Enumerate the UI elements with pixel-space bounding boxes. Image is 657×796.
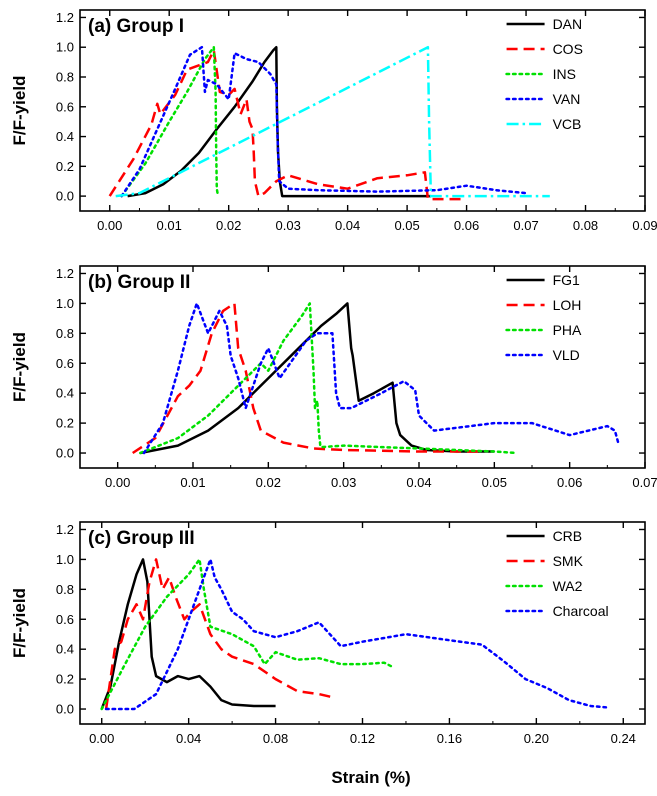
x-tick-label: 0.02 (216, 218, 241, 233)
y-tick-label: 1.0 (56, 552, 74, 567)
plot-frame (79, 265, 646, 469)
legend-label-loh: LOH (553, 297, 582, 313)
y-tick-label: 1.0 (56, 296, 74, 311)
legend-label-cos: COS (553, 41, 583, 57)
series-line-ins (120, 45, 220, 198)
y-tick-label: 0.6 (56, 356, 74, 371)
x-tick-label: 0.05 (394, 218, 419, 233)
series-line-wa2 (100, 558, 395, 711)
x-tick-label: 0.00 (105, 475, 130, 490)
legend-label-vld: VLD (553, 347, 580, 363)
x-tick-label: 0.06 (557, 475, 582, 490)
y-tick-label: 1.2 (56, 266, 74, 281)
x-tick-label: 0.08 (573, 218, 598, 233)
y-tick-label: 0.8 (56, 70, 74, 85)
y-tick-label: 0.8 (56, 582, 74, 597)
x-tick-label: 0.01 (180, 475, 205, 490)
series-line-charcoal (104, 558, 610, 711)
panel-title: (c) Group III (88, 528, 195, 549)
y-tick-label: 1.2 (56, 522, 74, 537)
series-line-vcb (115, 45, 550, 198)
series-line-vld (142, 302, 620, 455)
panel-title: (b) Group II (88, 272, 190, 293)
y-tick-label: 0.2 (56, 159, 74, 174)
x-tick-label: 0.06 (454, 218, 479, 233)
legend-label-dan: DAN (553, 16, 583, 32)
y-tick-label: 1.0 (56, 40, 74, 55)
x-tick-label: 0.02 (256, 475, 281, 490)
x-tick-label: 0.24 (611, 731, 636, 746)
x-tick-label: 0.04 (335, 218, 360, 233)
panel-title: (a) Group I (88, 16, 184, 37)
y-tick-label: 0.4 (56, 642, 74, 657)
y-axis-title: F/F-yield (10, 332, 29, 402)
x-tick-label: 0.08 (263, 731, 288, 746)
x-tick-label: 0.03 (331, 475, 356, 490)
series-group (108, 45, 550, 201)
series-line-van (120, 45, 528, 198)
legend-label-vcb: VCB (553, 116, 582, 132)
y-tick-label: 0.2 (56, 672, 74, 687)
y-axis-title: F/F-yield (10, 588, 29, 658)
x-tick-label: 0.12 (350, 731, 375, 746)
y-tick-label: 0.4 (56, 129, 74, 144)
legend-label-ins: INS (553, 66, 576, 82)
y-tick-label: 0.6 (56, 99, 74, 114)
legend-label-charcoal: Charcoal (553, 603, 609, 619)
legend-label-van: VAN (553, 91, 581, 107)
x-tick-label: 0.04 (176, 731, 201, 746)
y-tick-label: 0.0 (56, 189, 74, 204)
legend-label-fg1: FG1 (553, 272, 580, 288)
series-line-pha (139, 302, 519, 455)
legend-label-pha: PHA (553, 322, 582, 338)
x-axis-title: Strain (%) (331, 768, 410, 787)
series-group (100, 558, 610, 711)
series-line-cos (108, 48, 461, 201)
series-line-crb (100, 558, 276, 710)
y-tick-label: 0.4 (56, 386, 74, 401)
series-line-smk (104, 558, 333, 710)
y-tick-label: 0.6 (56, 612, 74, 627)
x-tick-label: 0.09 (632, 218, 657, 233)
x-tick-label: 0.07 (632, 475, 657, 490)
x-tick-label: 0.01 (157, 218, 182, 233)
panel-2: 0.00 0.01 0.02 0.03 0.04 0.05 0.06 0.07 0.0 0.2 0.… (10, 265, 657, 490)
x-tick-label: 0.07 (513, 218, 538, 233)
x-tick-label: 0.05 (482, 475, 507, 490)
x-tick-label: 0.04 (406, 475, 431, 490)
y-tick-label: 0.8 (56, 326, 74, 341)
y-tick-label: 1.2 (56, 10, 74, 25)
panel-1: 0.00 0.01 0.02 0.03 0.04 0.05 0.06 0.07 0.08 0.09… (10, 9, 657, 233)
series-line-loh (132, 302, 480, 455)
x-tick-label: 0.16 (437, 731, 462, 746)
legend-label-smk: SMK (553, 553, 584, 569)
panel-3: 0.00 0.04 0.08 0.12 0.16 0.20 0.24 0.0 0.2 0.4 0.6… (10, 521, 646, 746)
x-tick-label: 0.00 (97, 218, 122, 233)
series-group (132, 302, 620, 455)
y-tick-label: 0.0 (56, 702, 74, 717)
y-tick-label: 0.2 (56, 416, 74, 431)
x-tick-label: 0.20 (524, 731, 549, 746)
plot-frame (79, 9, 646, 212)
y-axis-title: F/F-yield (10, 76, 29, 146)
y-tick-label: 0.0 (56, 446, 74, 461)
legend-label-crb: CRB (553, 528, 583, 544)
x-tick-label: 0.00 (89, 731, 114, 746)
x-tick-label: 0.03 (276, 218, 301, 233)
legend-label-wa2: WA2 (553, 578, 583, 594)
